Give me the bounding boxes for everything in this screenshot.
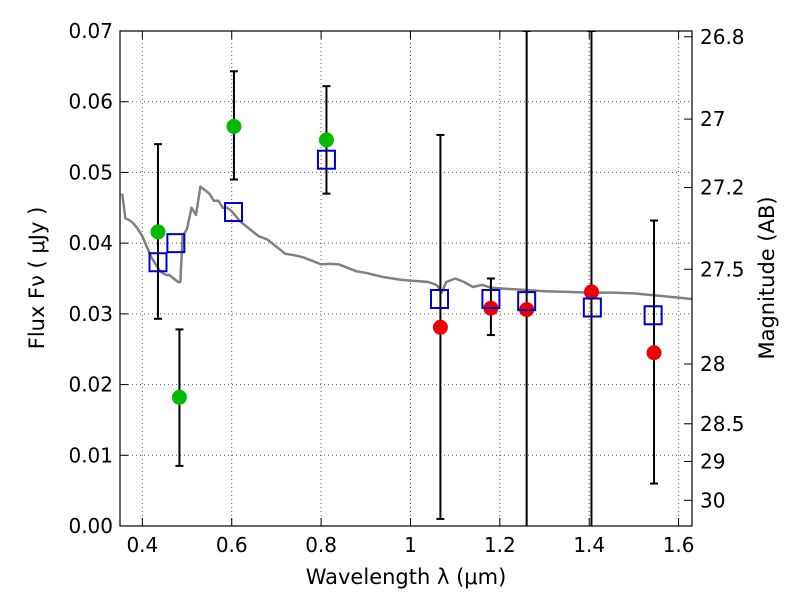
plot-area	[120, 31, 692, 526]
y-tick-label: 0.03	[68, 302, 113, 326]
x-tick-label: 1.4	[573, 533, 605, 557]
axes-frame	[119, 30, 693, 527]
y2-tick-label: 29	[700, 450, 725, 474]
y2-tick-label: 30	[700, 488, 725, 512]
x-axis-title: Wavelength λ (μm)	[306, 565, 507, 589]
data-point-red	[646, 345, 662, 361]
data-point-green	[171, 389, 187, 405]
y-tick-label: 0.05	[68, 160, 113, 184]
y2-tick-label: 27.2	[700, 176, 745, 200]
model-bandpass-square	[224, 202, 244, 223]
model-spectrum-line	[120, 185, 692, 301]
model-bandpass-square	[430, 289, 450, 310]
model-bandpass-square	[166, 233, 186, 254]
y-axis-title: Flux Fν ( μJy )	[25, 207, 49, 350]
data-point-green	[318, 132, 334, 148]
data-point-green	[150, 224, 166, 240]
y2-tick-label: 26.8	[700, 25, 745, 49]
y-tick-label: 0.06	[68, 90, 113, 114]
y-tick-label: 0.02	[68, 373, 113, 397]
grid	[120, 30, 692, 527]
model-bandpass-square	[481, 289, 501, 310]
data-markers	[148, 118, 663, 405]
x-tick-label: 1.6	[663, 533, 695, 557]
x-tick-label: 1.2	[484, 533, 516, 557]
data-point-red	[583, 284, 599, 300]
x-tick-label: 1	[404, 533, 417, 557]
x-tick-label: 0.4	[126, 533, 158, 557]
y2-axis-title: Magnitude (AB)	[755, 196, 779, 359]
y2-tick-label: 27	[700, 107, 725, 131]
y-tick-label: 0.01	[68, 443, 113, 467]
data-point-green	[226, 118, 242, 134]
x-tick-label: 0.8	[305, 533, 337, 557]
error-bars	[153, 31, 659, 526]
x-tick-label: 0.6	[216, 533, 248, 557]
model-bandpass-square	[316, 149, 336, 170]
model-bandpass-square	[148, 252, 168, 273]
y-tick-label: 0.07	[68, 19, 113, 43]
y2-tick-label: 28	[700, 352, 725, 376]
data-point-red	[432, 319, 448, 335]
y-tick-label: 0.04	[68, 231, 113, 255]
y2-tick-label: 27.5	[700, 257, 745, 281]
ticks: 0.4 0.6 0.8 1 1.2 1.4 1.6 0.00 0.01 0.02 0.03 0.04 0…	[68, 19, 744, 557]
y2-tick-label: 28.5	[700, 412, 745, 436]
y-tick-label: 0.00	[68, 514, 113, 538]
model-spectrum	[120, 185, 692, 301]
model-bandpass-square	[643, 305, 663, 326]
model-bandpass-square	[517, 291, 537, 312]
model-bandpass-square	[582, 297, 602, 318]
